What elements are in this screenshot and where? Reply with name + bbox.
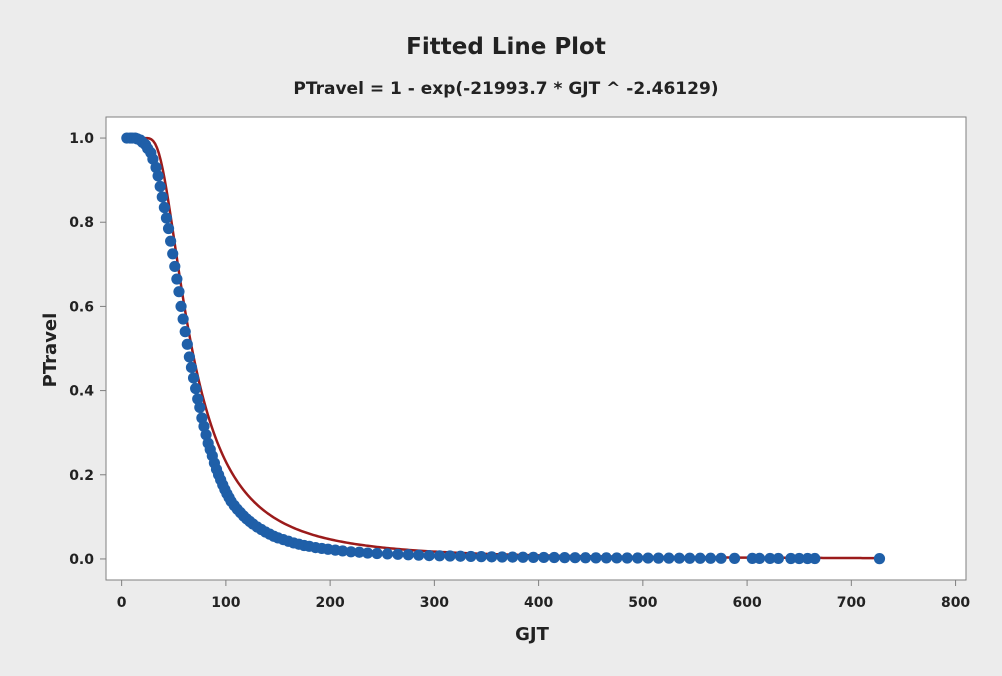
data-point [785,552,797,565]
x-tick-label: 800 [941,595,970,611]
data-point [169,260,181,273]
x-tick-label: 400 [524,595,553,611]
data-point [621,552,633,564]
data-point [165,235,177,247]
y-tick-label: 0.0 [69,552,94,568]
data-point [337,545,349,557]
data-point [465,550,477,563]
plot-area [105,116,967,581]
data-point [147,153,159,165]
data-point [632,552,644,564]
data-point [152,170,164,182]
data-point [590,552,602,564]
data-point [345,546,357,558]
data-point [705,552,717,564]
data-points [121,132,886,565]
data-point [454,550,467,562]
y-tick-label: 0.6 [69,299,94,315]
data-point [684,552,696,564]
data-point [496,551,508,563]
x-tick-label: 200 [316,595,345,611]
data-point [569,552,581,564]
chart-subtitle: PTravel = 1 - exp(-21993.7 * GJT ^ -2.46… [293,79,718,99]
data-point [527,551,539,563]
x-tick-label: 700 [837,595,866,611]
data-point [381,548,394,560]
data-point [548,551,560,564]
data-point [175,300,187,313]
data-point [433,550,446,562]
x-tick-label: 600 [732,595,761,611]
data-point [183,351,195,363]
x-axis: 0 100 200 300 400 500 600 700 800 [117,580,970,611]
y-tick-label: 0.2 [69,468,94,484]
data-point [371,547,383,560]
data-point [611,552,623,564]
x-tick-label: 500 [628,595,657,611]
data-point [181,338,193,350]
data-point [362,547,374,559]
data-point [754,552,766,565]
y-tick-label: 1.0 [69,131,94,147]
data-point [673,552,685,564]
data-point [200,429,212,441]
y-axis: 0.0 0.2 0.4 0.6 0.8 1.0 [69,131,106,568]
data-point [190,382,202,395]
y-tick-label: 0.8 [69,215,94,231]
data-point [809,552,821,565]
data-point [179,326,191,338]
data-point [694,552,706,564]
data-point [663,552,675,564]
data-point [154,180,166,193]
data-point [413,549,425,561]
data-point [728,552,741,564]
data-point [579,552,592,564]
data-point [444,550,456,562]
data-point [196,412,208,424]
data-point [423,549,435,562]
data-point [772,552,784,565]
x-axis-label: GJT [515,624,549,645]
y-tick-label: 0.4 [69,384,94,400]
data-point [173,286,185,298]
data-point [353,546,365,558]
data-point [167,248,179,260]
data-point [160,212,173,224]
chart-title: Fitted Line Plot [406,34,606,60]
x-tick-label: 300 [420,595,449,611]
data-point [192,393,204,405]
data-point [486,551,498,563]
x-tick-label: 100 [211,595,240,611]
x-tick-label: 0 [117,595,127,611]
data-point [517,551,529,563]
data-point [392,548,404,560]
data-point [162,222,175,235]
data-point [171,273,183,285]
data-point [475,551,487,563]
data-point [402,549,414,561]
data-point [600,552,612,564]
data-point [198,420,210,432]
data-point [559,552,571,564]
data-point [185,361,198,374]
y-axis-label: PTravel [40,313,61,388]
data-point [715,552,727,564]
data-point [177,313,189,325]
data-point [652,552,665,564]
data-point [793,552,805,565]
data-point [194,401,206,414]
data-point [538,551,550,564]
data-point [506,551,519,563]
data-point [642,552,654,564]
data-point [873,553,886,565]
data-point [156,191,168,203]
data-point [187,372,200,384]
data-point [764,552,776,565]
data-point [158,201,170,214]
data-point [150,161,162,174]
